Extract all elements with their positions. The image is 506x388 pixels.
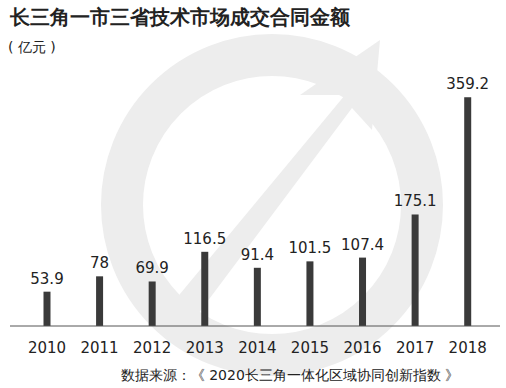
x-tick-label: 2013 bbox=[186, 339, 224, 357]
data-label: 116.5 bbox=[183, 230, 226, 248]
data-label: 91.4 bbox=[241, 246, 274, 264]
bar bbox=[412, 214, 419, 326]
bar bbox=[464, 97, 471, 326]
title: 长三角一市三省技术市场成交合同金额 bbox=[9, 5, 351, 29]
data-label: 101.5 bbox=[288, 239, 331, 257]
x-tick-label: 2016 bbox=[343, 339, 381, 357]
bar bbox=[359, 258, 366, 326]
data-label: 175.1 bbox=[394, 192, 437, 210]
data-label: 78 bbox=[90, 254, 109, 272]
bar bbox=[149, 281, 156, 326]
data-label: 53.9 bbox=[30, 270, 63, 288]
data-label: 107.4 bbox=[341, 236, 384, 254]
x-tick-label: 2018 bbox=[449, 339, 487, 357]
x-tick-label: 2014 bbox=[238, 339, 276, 357]
x-tick-label: 2011 bbox=[80, 339, 118, 357]
bar bbox=[96, 276, 103, 326]
bar bbox=[43, 292, 50, 326]
bars bbox=[43, 97, 471, 326]
bar bbox=[306, 261, 313, 326]
x-tick-label: 2015 bbox=[291, 339, 329, 357]
x-tick-label: 2012 bbox=[133, 339, 171, 357]
bar bbox=[201, 252, 208, 326]
bar bbox=[254, 268, 261, 326]
data-label: 359.2 bbox=[446, 75, 489, 93]
chart: 长三角一市三省技术市场成交合同金额 ( 亿元 ) 53.9 2010 78 2011 69.… bbox=[0, 0, 506, 388]
watermark bbox=[122, 40, 422, 355]
y-label: ( 亿元 ) bbox=[8, 39, 56, 55]
source: 数据来源：《 2020长三角一体化区域协同创新指数 》 bbox=[121, 367, 460, 383]
axis-line bbox=[10, 326, 500, 327]
data-label: 69.9 bbox=[135, 259, 168, 277]
x-tick-label: 2010 bbox=[28, 339, 66, 357]
x-tick-label: 2017 bbox=[396, 339, 434, 357]
